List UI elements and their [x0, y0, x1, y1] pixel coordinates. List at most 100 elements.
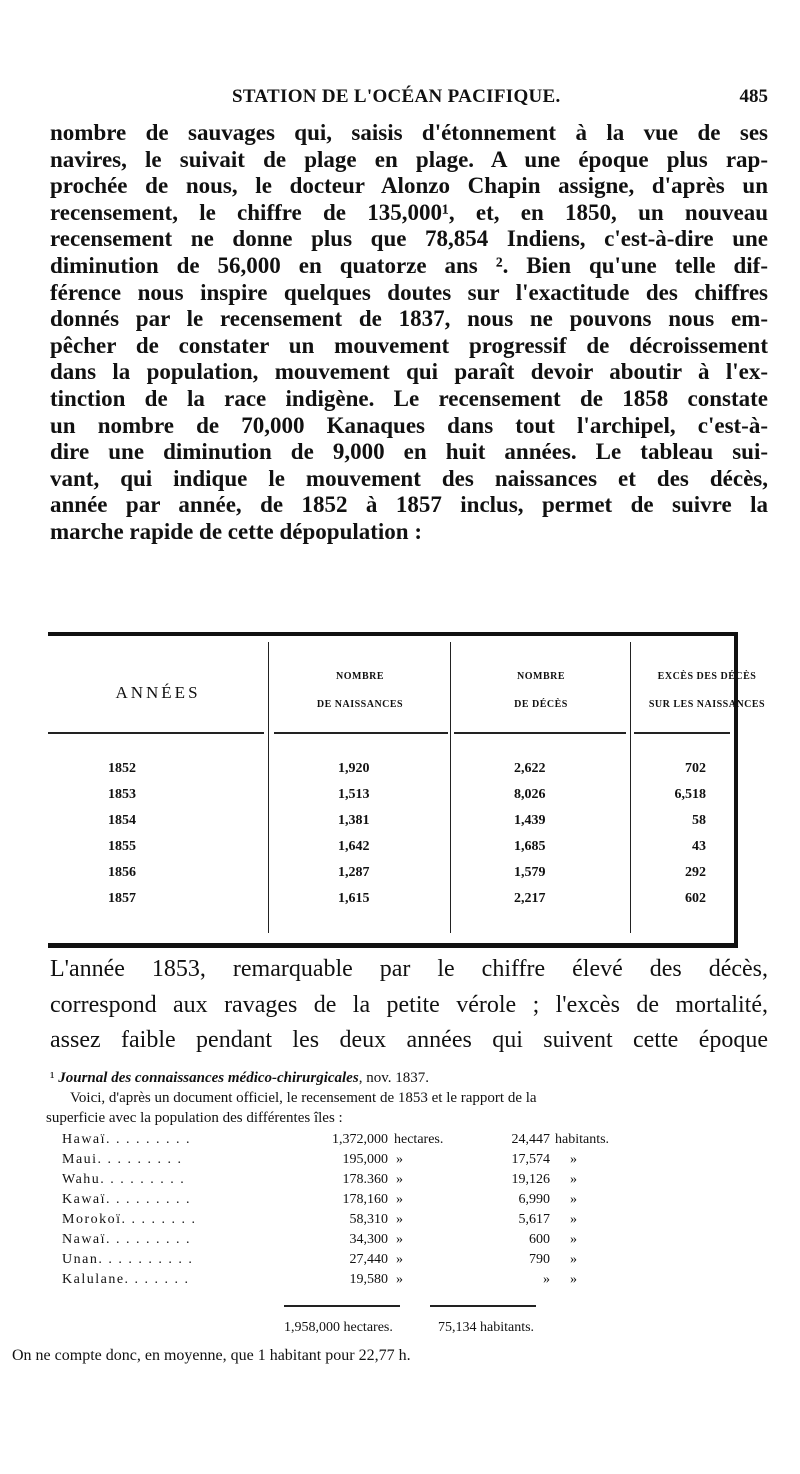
- header-rule: [48, 732, 264, 734]
- footnote-intro-2: superficie avec la population des différ…: [46, 1110, 343, 1126]
- cell-births: 1,381: [338, 813, 370, 828]
- cell-year: 1855: [108, 839, 136, 854]
- island-area_unit: »: [396, 1192, 403, 1207]
- total-population: 75,134 habitants.: [438, 1320, 535, 1335]
- header-deaths-1: NOMBRE: [517, 671, 565, 682]
- island-pop_unit: »: [570, 1252, 577, 1267]
- text-line: férence nous inspire quelques doutes sur…: [50, 279, 768, 305]
- cell-year: 1852: [108, 761, 136, 776]
- island-area_unit: »: [396, 1272, 403, 1287]
- column-divider: [268, 642, 269, 933]
- text-line: marche rapide de cette dépopulation :: [50, 518, 423, 544]
- text-line: dans la population, mouvement qui paraît…: [50, 359, 768, 385]
- island-name: Kawaï. . . . . . . . .: [62, 1192, 192, 1207]
- island-area: 34,300: [349, 1232, 389, 1247]
- total-area: 1,958,000 hectares.: [284, 1320, 393, 1335]
- island-area: 27,440: [349, 1252, 389, 1267]
- cell-year: 1854: [108, 813, 136, 828]
- island-area: 58,310: [349, 1212, 389, 1227]
- cell-excess: 58: [692, 813, 706, 828]
- text-line: navires, le suivait de plage en plage. A…: [50, 146, 768, 172]
- island-pop: 17,574: [511, 1152, 551, 1167]
- text-line: prochée de nous, le docteur Alonzo Chapi…: [50, 173, 768, 199]
- cell-deaths: 1,685: [514, 839, 546, 854]
- island-pop_unit: »: [570, 1172, 577, 1187]
- island-name: Hawaï. . . . . . . . .: [62, 1132, 192, 1147]
- text-line: dire une diminution de 9,000 en huit ann…: [50, 439, 768, 465]
- cell-excess: 6,518: [674, 787, 707, 802]
- island-name: Morokoï. . . . . . . .: [62, 1212, 197, 1227]
- births-deaths-table: ANNÉES NOMBRE DE NAISSANCES NOMBRE DE DÉ…: [48, 632, 765, 948]
- island-area: 178,160: [342, 1192, 389, 1207]
- header-years: ANNÉES: [115, 683, 201, 702]
- island-pop_unit: »: [570, 1272, 577, 1287]
- cell-births: 1,287: [338, 865, 370, 880]
- running-header: STATION DE L'OCÉAN PACIFIQUE. 485: [50, 86, 768, 112]
- text-line: donnés par le recensement de 1837, nous …: [50, 306, 768, 332]
- header-excess-2: SUR LES NAISSANCES: [648, 699, 766, 710]
- island-pop_unit: »: [570, 1192, 577, 1207]
- text-line: pêcher de constater un mouvement progres…: [50, 332, 768, 358]
- running-title: STATION DE L'OCÉAN PACIFIQUE.: [232, 86, 561, 107]
- island-area_unit: »: [396, 1212, 403, 1227]
- text-line: correspond aux ravages de la petite véro…: [50, 991, 768, 1018]
- island-area_unit: »: [396, 1172, 403, 1187]
- cell-births: 1,513: [338, 787, 370, 802]
- island-area: 178.360: [342, 1172, 389, 1187]
- header-births-2: DE NAISSANCES: [316, 699, 404, 710]
- footnote-marker: ¹: [50, 1070, 55, 1086]
- column-divider: [630, 642, 631, 933]
- cell-excess: 602: [685, 891, 706, 906]
- cell-deaths: 8,026: [514, 787, 546, 802]
- island-name: Kalulane. . . . . . .: [62, 1272, 190, 1287]
- island-area: 1,372,000: [332, 1132, 388, 1147]
- island-area: 19,580: [349, 1272, 389, 1287]
- header-rule: [454, 732, 626, 734]
- text-line: nombre de sauvages qui, saisis d'étonnem…: [50, 120, 768, 145]
- island-name: Nawaï. . . . . . . . .: [62, 1232, 192, 1247]
- island-pop_unit: habitants.: [555, 1132, 610, 1147]
- island-area_unit: »: [396, 1232, 403, 1247]
- island-area_unit: »: [396, 1152, 403, 1167]
- cell-deaths: 2,217: [514, 891, 546, 906]
- cell-deaths: 1,579: [514, 865, 546, 880]
- text-line: diminution de 56,000 en quatorze ans ². …: [50, 252, 768, 278]
- text-line: un nombre de 70,000 Kanaques dans tout l…: [50, 412, 768, 438]
- footnote-citation: ¹ Journal des connaissances médico-chiru…: [50, 1068, 768, 1088]
- cell-year: 1856: [108, 865, 136, 880]
- island-pop: 600: [529, 1232, 550, 1247]
- text-line: recensement, le chiffre de 135,000¹, et,…: [50, 199, 768, 225]
- paragraph-after-table: L'année 1853, remarquable par le chiffre…: [50, 952, 768, 1059]
- island-pop_unit: »: [570, 1212, 577, 1227]
- island-area_unit: »: [396, 1252, 403, 1267]
- island-name: Maui. . . . . . . . .: [62, 1152, 183, 1167]
- journal-title: Journal des connaissances médico-chirurg…: [58, 1070, 359, 1086]
- cell-year: 1853: [108, 787, 136, 802]
- footnote-intro-1: Voici, d'après un document officiel, le …: [70, 1090, 537, 1106]
- islands-table: 1,958,000 hectares. 75,134 habitants. Ha…: [50, 1130, 768, 1370]
- cell-births: 1,615: [338, 891, 370, 906]
- text-line: vant, qui indique le mouvement des naiss…: [50, 465, 768, 491]
- island-pop_unit: »: [570, 1232, 577, 1247]
- header-rule: [634, 732, 730, 734]
- column-divider: [450, 642, 451, 933]
- cell-excess: 292: [685, 865, 706, 880]
- island-pop: 790: [529, 1252, 550, 1267]
- page-number: 485: [739, 86, 769, 107]
- cell-year: 1857: [108, 891, 136, 906]
- text-line: recensement ne donne plus que 78,854 Ind…: [50, 226, 768, 252]
- cell-births: 1,642: [338, 839, 370, 854]
- cell-excess: 702: [685, 761, 706, 776]
- cell-births: 1,920: [338, 761, 370, 776]
- header-excess-1: EXCÈS DES DÉCÈS: [657, 671, 757, 682]
- island-pop: 5,617: [518, 1212, 551, 1227]
- island-area_unit: hectares.: [394, 1132, 444, 1147]
- body-text: nombre de sauvages qui, saisis d'étonnem…: [50, 120, 768, 546]
- island-name: Unan. . . . . . . . . .: [62, 1252, 194, 1267]
- cell-excess: 43: [692, 839, 706, 854]
- header-births-1: NOMBRE: [336, 671, 384, 682]
- cell-deaths: 1,439: [514, 813, 546, 828]
- text-line: tinction de la race indigène. Le recense…: [50, 385, 768, 411]
- citation-date: , nov. 1837.: [358, 1070, 429, 1086]
- island-pop: 6,990: [518, 1192, 551, 1207]
